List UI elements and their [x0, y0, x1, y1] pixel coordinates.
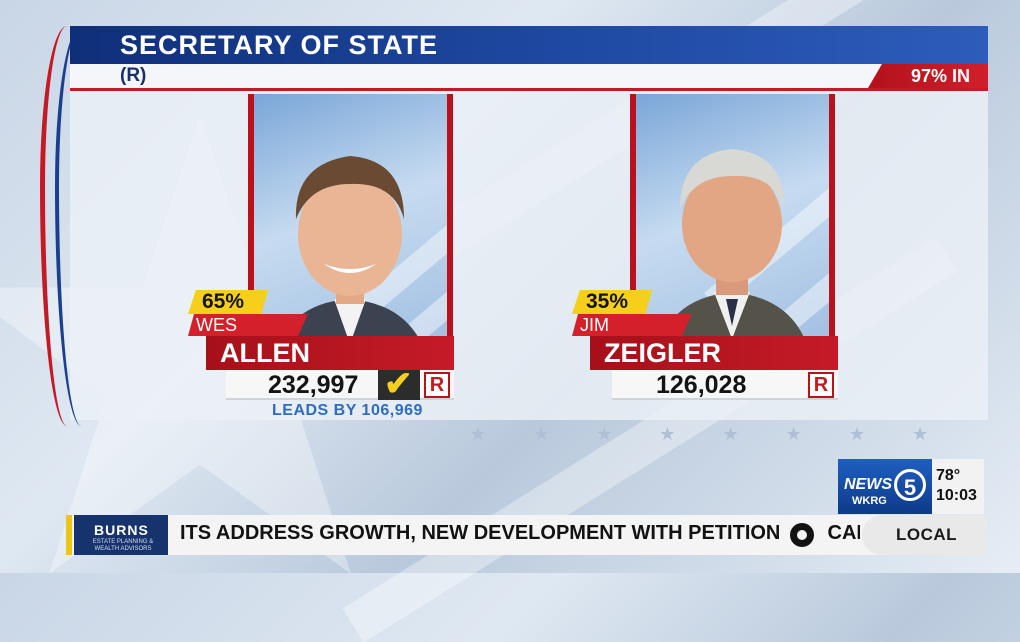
weather-time-box: 78° 10:03 — [932, 459, 984, 514]
votes-box-zeigler: 126,028 R — [612, 370, 838, 400]
percent-badge-allen: 65% — [188, 290, 268, 314]
divider-line — [70, 88, 988, 91]
decorative-swoosh-blue — [55, 26, 99, 426]
percent-zeigler: 35% — [586, 290, 629, 313]
station-brand: NEWS — [844, 476, 892, 493]
vote-count-zeigler: 126,028 — [656, 371, 747, 399]
party-badge-allen: R — [424, 372, 450, 398]
station-call-sign: WKRG — [852, 495, 887, 507]
decorative-stars: ★★★★★★★★ — [470, 424, 976, 444]
race-title: SECRETARY OF STATE — [120, 30, 439, 60]
ticker-headline: ITS ADDRESS GROWTH, NEW DEVELOPMENT WITH… — [180, 522, 860, 545]
sponsor-name: BURNS — [94, 522, 149, 538]
ticker-headline-text: ITS ADDRESS GROWTH, NEW DEVELOPMENT WITH… — [180, 522, 781, 544]
percent-badge-zeigler: 35% — [572, 290, 652, 314]
news-ticker — [66, 515, 986, 555]
race-title-bar: SECRETARY OF STATE — [70, 26, 988, 64]
clock-time: 10:03 — [936, 487, 977, 504]
temperature: 78° — [936, 467, 961, 484]
channel-number: 5 — [894, 469, 926, 501]
decorative-swoosh-red — [40, 26, 85, 426]
sponsor-tagline: ESTATE PLANNING & WEALTH ADVISORS — [92, 539, 154, 552]
last-name-zeigler: ZEIGLER — [590, 336, 838, 370]
last-name-allen: ALLEN — [206, 336, 454, 370]
checkmark-icon: ✔ — [384, 365, 413, 403]
reporting-text: 97% IN — [910, 66, 970, 86]
ticker-accent — [66, 515, 72, 555]
percent-allen: 65% — [202, 290, 245, 313]
ticker-headline-tail: CAN — [827, 522, 861, 544]
reporting-badge: 97% IN — [868, 64, 988, 88]
sponsor-logo: BURNS ESTATE PLANNING & WEALTH ADVISORS — [74, 515, 168, 555]
race-subtitle-bar: (R) 97% IN — [70, 64, 988, 88]
party-badge-zeigler: R — [808, 372, 834, 398]
cbs-eye-icon — [790, 523, 814, 547]
winner-check-box: ✔ — [378, 365, 420, 403]
first-name-allen: WES — [188, 314, 308, 336]
votes-box-allen: 232,997 ✔ R — [226, 365, 454, 403]
ticker-section-label: LOCAL — [862, 515, 986, 555]
vote-count-allen: 232,997 — [268, 371, 359, 399]
section-label: LOCAL — [896, 525, 958, 544]
station-logo: NEWS WKRG 5 — [838, 459, 932, 514]
leads-by-text: LEADS BY 106,969 — [272, 402, 423, 419]
first-name-zeigler: JIM — [572, 314, 692, 336]
candidate-photo-allen — [254, 94, 447, 364]
race-party: (R) — [120, 65, 147, 86]
